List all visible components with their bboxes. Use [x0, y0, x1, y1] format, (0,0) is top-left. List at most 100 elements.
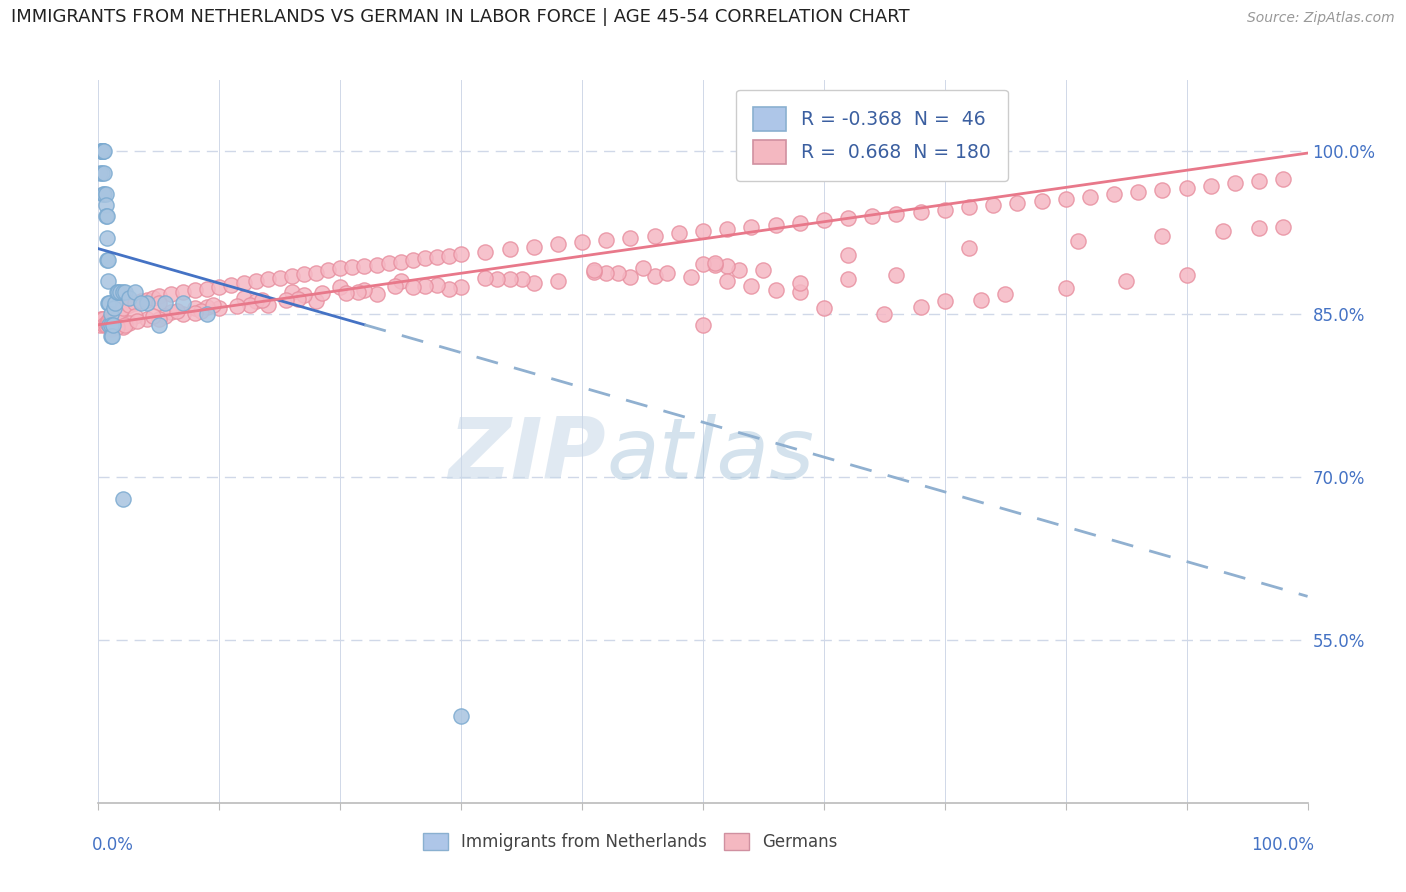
Point: [94, 209, 117, 223]
Point: [232, 291, 254, 305]
Point: [644, 268, 666, 283]
Point: [1175, 181, 1198, 195]
Point: [547, 237, 569, 252]
Point: [135, 293, 157, 307]
Point: [89, 166, 111, 180]
Point: [1212, 224, 1234, 238]
Point: [190, 303, 212, 318]
Point: [450, 709, 472, 723]
Point: [208, 279, 231, 293]
Point: [90, 312, 112, 326]
Point: [413, 278, 436, 293]
Point: [498, 272, 520, 286]
Point: [101, 310, 124, 325]
Point: [860, 209, 883, 223]
Point: [172, 296, 194, 310]
Point: [957, 201, 980, 215]
Point: [970, 293, 993, 307]
Point: [583, 263, 606, 277]
Point: [142, 309, 165, 323]
Point: [353, 283, 375, 297]
Point: [148, 296, 170, 310]
Point: [281, 285, 304, 300]
Point: [1054, 281, 1077, 295]
Point: [335, 286, 357, 301]
Point: [1078, 189, 1101, 203]
Point: [426, 277, 449, 292]
Point: [97, 274, 120, 288]
Point: [91, 144, 114, 158]
Point: [813, 213, 835, 227]
Point: [1272, 172, 1295, 186]
Point: [437, 282, 460, 296]
Point: [1199, 178, 1222, 193]
Point: [250, 293, 273, 307]
Point: [166, 303, 188, 318]
Point: [765, 283, 787, 297]
Point: [498, 242, 520, 256]
Point: [644, 228, 666, 243]
Point: [195, 282, 218, 296]
Point: [426, 251, 449, 265]
Point: [202, 298, 225, 312]
Point: [104, 296, 127, 310]
Point: [619, 231, 641, 245]
Point: [135, 296, 157, 310]
Point: [111, 491, 134, 506]
Point: [910, 301, 932, 315]
Text: atlas: atlas: [606, 415, 814, 498]
Point: [232, 277, 254, 291]
Text: 0.0%: 0.0%: [93, 836, 134, 854]
Point: [153, 309, 176, 323]
Point: [105, 285, 128, 300]
Point: [97, 314, 120, 328]
Point: [93, 187, 115, 202]
Point: [118, 298, 141, 312]
Point: [105, 319, 128, 334]
Point: [353, 259, 375, 273]
Point: [91, 144, 114, 158]
Point: [100, 307, 122, 321]
Point: [103, 301, 125, 316]
Point: [1175, 268, 1198, 282]
Point: [366, 258, 388, 272]
Point: [1272, 219, 1295, 234]
Point: [111, 319, 134, 334]
Point: [595, 266, 617, 280]
Point: [160, 287, 183, 301]
Point: [97, 252, 120, 267]
Point: [523, 239, 546, 253]
Point: [377, 256, 399, 270]
Point: [129, 296, 152, 310]
Point: [402, 279, 425, 293]
Point: [118, 316, 141, 330]
Point: [583, 264, 606, 278]
Point: [389, 274, 412, 288]
Point: [692, 257, 714, 271]
Point: [208, 301, 231, 316]
Point: [704, 256, 727, 270]
Point: [97, 296, 120, 310]
Point: [994, 287, 1017, 301]
Point: [910, 204, 932, 219]
Point: [837, 211, 859, 226]
Point: [486, 272, 509, 286]
Point: [1152, 183, 1174, 197]
Point: [135, 312, 157, 326]
Point: [94, 187, 117, 202]
Point: [269, 271, 291, 285]
Point: [184, 283, 207, 297]
Point: [184, 301, 207, 316]
Point: [886, 268, 908, 282]
Point: [347, 285, 370, 300]
Point: [595, 233, 617, 247]
Point: [384, 278, 406, 293]
Point: [100, 328, 122, 343]
Point: [716, 222, 738, 236]
Point: [437, 249, 460, 263]
Point: [96, 316, 118, 330]
Point: [728, 263, 751, 277]
Point: [837, 248, 859, 262]
Point: [108, 304, 131, 318]
Point: [1007, 196, 1029, 211]
